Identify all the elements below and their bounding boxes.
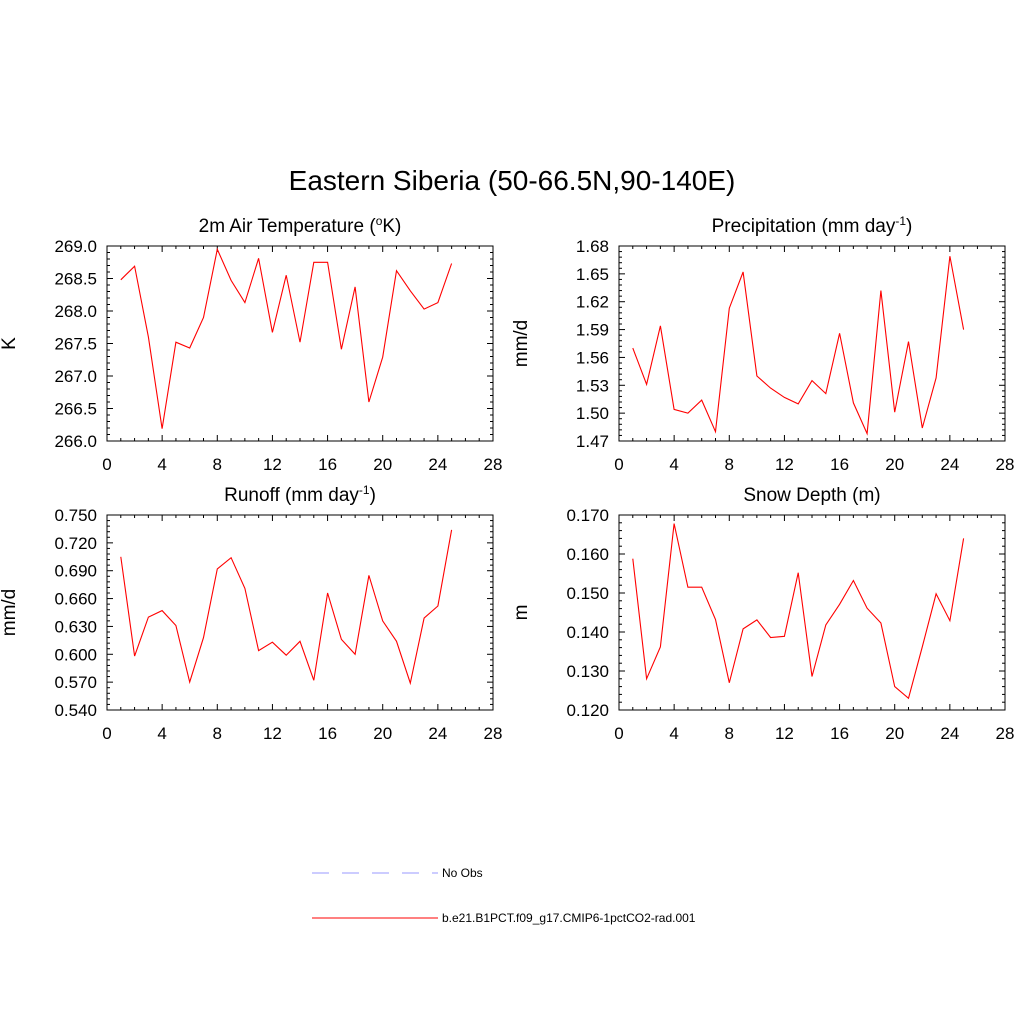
y-tick-label: 0.660 (54, 590, 97, 609)
y-tick-label: 1.59 (576, 321, 609, 340)
y-tick-label: 0.540 (54, 701, 97, 720)
panel-title: Precipitation (mm day-1) (712, 214, 913, 237)
figure-title: Eastern Siberia (50-66.5N,90-140E) (289, 165, 736, 196)
y-tick-label: 0.750 (54, 506, 97, 525)
x-tick-label: 16 (318, 455, 337, 474)
x-tick-label: 16 (830, 724, 849, 743)
panel-title-tail: K) (382, 216, 401, 237)
x-tick-label: 4 (157, 455, 166, 474)
panel-title-superscript: o (376, 214, 383, 228)
x-tick-label: 8 (213, 455, 222, 474)
y-tick-label: 267.5 (54, 335, 97, 354)
x-tick-label: 20 (373, 724, 392, 743)
y-tick-label: 267.0 (54, 367, 97, 386)
panel-4: 0 4 8 12 16 20 24 28 0.120 0.130 0.140 0.150 0.160 0.… (511, 485, 1014, 743)
legend-label-no-obs: No Obs (442, 866, 483, 880)
y-tick-label: 268.0 (54, 302, 97, 321)
y-tick-label: 0.690 (54, 562, 97, 581)
legend: No Obs b.e21.B1PCT.f09_g17.CMIP6-1pctCO2… (312, 866, 696, 925)
x-tick-label: 0 (102, 724, 111, 743)
panel-title-tail: ) (906, 216, 912, 237)
series-line (632, 523, 965, 700)
y-tick-label: 0.140 (566, 623, 609, 642)
x-tick-label: 8 (213, 724, 222, 743)
x-tick-label: 24 (940, 724, 959, 743)
x-tick-label: 28 (484, 455, 503, 474)
x-tick-label: 12 (263, 455, 282, 474)
panel-title-superscript: -1 (359, 483, 370, 497)
x-tick-label: 12 (775, 724, 794, 743)
x-tick-label: 20 (885, 724, 904, 743)
y-tick-label: 0.120 (566, 701, 609, 720)
x-tick-label: 16 (318, 724, 337, 743)
series-line (120, 529, 453, 686)
plot-frame (618, 514, 1006, 711)
panel-title: Runoff (mm day-1) (224, 483, 376, 506)
panel-3: 0 4 8 12 16 20 24 28 0.540 0.570 0.600 0.630 0.660 0.… (0, 483, 502, 743)
x-tick-label: 28 (996, 724, 1015, 743)
y-axis-label: m (511, 605, 532, 621)
x-tick-label: 20 (885, 455, 904, 474)
y-tick-label: 1.47 (576, 432, 609, 451)
panel-2: 0 4 8 12 16 20 24 28 1.47 1.50 1.53 1.56 1.59 1.62 1.6… (511, 214, 1014, 474)
y-tick-label: 0.170 (566, 506, 609, 525)
x-tick-label: 12 (263, 724, 282, 743)
x-tick-label: 24 (428, 455, 447, 474)
x-tick-label: 8 (725, 724, 734, 743)
x-tick-label: 8 (725, 455, 734, 474)
y-tick-label: 1.68 (576, 237, 609, 256)
x-tick-label: 4 (157, 724, 166, 743)
x-tick-label: 12 (775, 455, 794, 474)
panel-title-text: 2m Air Temperature ( (199, 216, 377, 237)
y-tick-label: 0.720 (54, 534, 97, 553)
y-tick-label: 1.65 (576, 265, 609, 284)
series-line (120, 247, 453, 429)
y-tick-label: 0.630 (54, 617, 97, 636)
y-tick-label: 1.53 (576, 376, 609, 395)
y-tick-label: 266.5 (54, 400, 97, 419)
panel-title-tail: ) (370, 485, 376, 506)
x-tick-label: 28 (996, 455, 1015, 474)
x-tick-label: 16 (830, 455, 849, 474)
y-tick-label: 0.130 (566, 662, 609, 681)
y-tick-label: 1.56 (576, 348, 609, 367)
x-tick-label: 24 (940, 455, 959, 474)
y-tick-label: 1.50 (576, 404, 609, 423)
y-tick-label: 0.570 (54, 673, 97, 692)
panels: 0 4 8 12 16 20 24 28 266.0 266.5 267.0 267.5 268.0 26… (0, 214, 1014, 743)
y-axis-label: mm/d (511, 320, 532, 368)
x-tick-label: 20 (373, 455, 392, 474)
y-axis-label: K (0, 337, 20, 350)
y-tick-label: 1.62 (576, 293, 609, 312)
panel-title-text: Precipitation (mm day (712, 216, 896, 237)
y-tick-label: 0.600 (54, 645, 97, 664)
x-tick-label: 28 (484, 724, 503, 743)
y-axis-label: mm/d (0, 589, 20, 637)
y-tick-label: 268.5 (54, 270, 97, 289)
plot-frame (618, 245, 1006, 442)
panel-title: Snow Depth (m) (743, 485, 880, 506)
x-tick-label: 24 (428, 724, 447, 743)
y-tick-label: 0.150 (566, 584, 609, 603)
x-tick-label: 4 (669, 455, 678, 474)
panel-title-text: Runoff (mm day (224, 485, 359, 506)
panel-title-text: Snow Depth (m) (743, 485, 880, 506)
panel-1: 0 4 8 12 16 20 24 28 266.0 266.5 267.0 267.5 268.0 26… (0, 214, 502, 474)
plot-frame (106, 514, 494, 711)
y-tick-label: 266.0 (54, 432, 97, 451)
x-tick-label: 0 (614, 455, 623, 474)
legend-label-model: b.e21.B1PCT.f09_g17.CMIP6-1pctCO2-rad.00… (442, 911, 696, 925)
x-tick-label: 0 (614, 724, 623, 743)
x-tick-label: 0 (102, 455, 111, 474)
panel-title-superscript: -1 (895, 214, 906, 228)
x-tick-label: 4 (669, 724, 678, 743)
series-line (632, 256, 965, 436)
panel-title: 2m Air Temperature (oK) (199, 214, 402, 237)
y-tick-label: 0.160 (566, 545, 609, 564)
y-tick-label: 269.0 (54, 237, 97, 256)
